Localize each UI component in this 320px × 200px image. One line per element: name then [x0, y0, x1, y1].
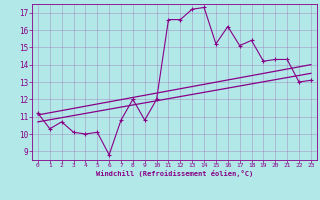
X-axis label: Windchill (Refroidissement éolien,°C): Windchill (Refroidissement éolien,°C) — [96, 170, 253, 177]
